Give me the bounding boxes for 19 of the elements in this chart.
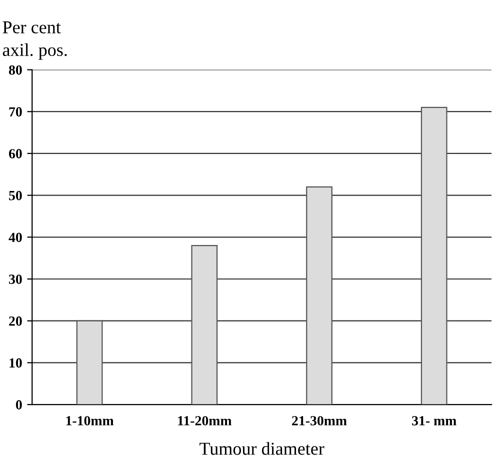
y-tick-label: 0 [16, 400, 22, 410]
y-axis-title: Per cent axil. pos. [2, 21, 67, 60]
x-tick-label: 31- mm [412, 416, 456, 426]
y-tick-label: 40 [8, 232, 22, 242]
bar [76, 320, 103, 405]
x-tick-label: 21-30mm [292, 416, 347, 426]
y-tick-label: 20 [9, 316, 22, 326]
bar [306, 186, 332, 405]
y-tick-label: 80 [8, 65, 22, 75]
y-tick-label: 30 [9, 274, 22, 284]
y-tick-label: 10 [10, 358, 22, 368]
y-tick-label: 50 [9, 190, 22, 200]
bar [420, 106, 448, 405]
x-tick-label: 1-10mm [66, 416, 114, 426]
y-tick-label: 60 [8, 149, 22, 158]
y-tick-label: 70 [9, 107, 22, 117]
bar [191, 244, 218, 405]
x-axis-title: Tumour diameter [200, 442, 324, 455]
x-tick-label: 11-20mm [178, 416, 232, 426]
